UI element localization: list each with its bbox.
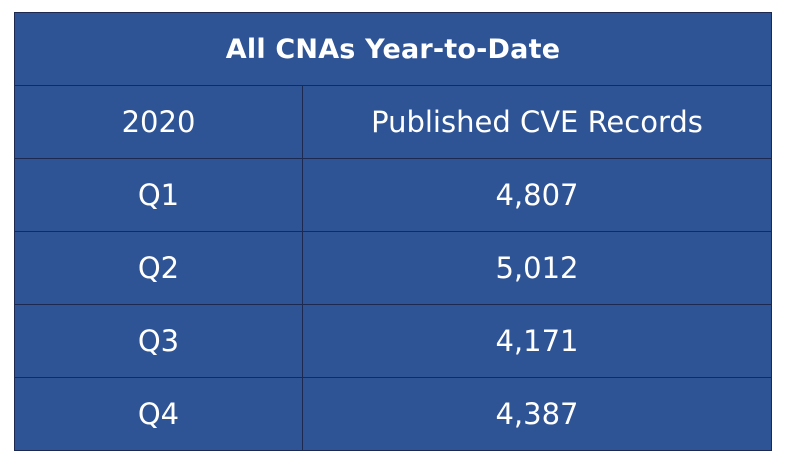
records-cell: 4,387: [302, 377, 772, 451]
quarter-cell: Q1: [14, 158, 303, 232]
cve-records-table: All CNAs Year-to-Date 2020 Published CVE…: [14, 12, 772, 451]
title-row: All CNAs Year-to-Date: [14, 12, 772, 86]
table-title: All CNAs Year-to-Date: [14, 12, 772, 86]
quarter-cell: Q4: [14, 377, 303, 451]
column-header-records: Published CVE Records: [302, 85, 772, 159]
table-row: Q2 5,012: [14, 231, 772, 305]
quarter-cell: Q3: [14, 304, 303, 378]
table-container: All CNAs Year-to-Date 2020 Published CVE…: [14, 12, 772, 451]
table-row: Q3 4,171: [14, 304, 772, 378]
records-cell: 5,012: [302, 231, 772, 305]
quarter-cell: Q2: [14, 231, 303, 305]
table-row: Q1 4,807: [14, 158, 772, 232]
column-header-year: 2020: [14, 85, 303, 159]
header-row: 2020 Published CVE Records: [14, 85, 772, 159]
table-row: Q4 4,387: [14, 377, 772, 451]
records-cell: 4,807: [302, 158, 772, 232]
records-cell: 4,171: [302, 304, 772, 378]
